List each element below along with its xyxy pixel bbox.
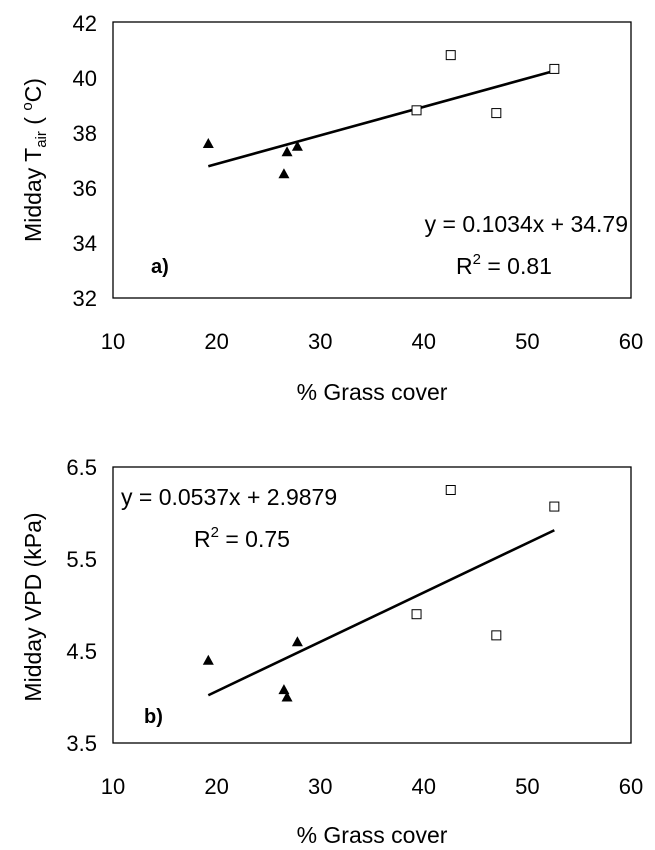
y-axis-title-a: Midday Tair ( oC) — [19, 78, 50, 242]
triangle-marker — [278, 168, 290, 179]
trend-line-b — [207, 529, 555, 697]
x-tick-label: 50 — [515, 329, 539, 354]
y-tick-label: 3.5 — [66, 731, 97, 756]
y-tick-label: 32 — [73, 286, 97, 311]
trend-equation-a: y = 0.1034x + 34.79 — [425, 211, 628, 237]
y-tick-label: 40 — [73, 66, 97, 91]
panel-a: 32 34 36 38 40 42 10 20 30 40 50 60 % Gr… — [19, 11, 643, 405]
plot-frame-b — [112, 466, 632, 744]
y-tick-label: 36 — [73, 176, 97, 201]
y-tick-labels-a: 32 34 36 38 40 42 — [73, 11, 97, 311]
triangle-marker — [291, 140, 303, 151]
panel-b: 3.5 4.5 5.5 6.5 10 20 30 40 50 60 % Gras… — [20, 455, 643, 848]
x-tick-labels-a: 10 20 30 40 50 60 — [101, 329, 643, 354]
y-tick-label: 6.5 — [66, 455, 97, 480]
x-tick-label: 60 — [619, 774, 643, 799]
triangle-marker — [281, 146, 293, 157]
square-marker — [445, 485, 456, 495]
y-tick-label: 4.5 — [66, 639, 97, 664]
r-squared-a: R2 = 0.81 — [456, 251, 552, 279]
x-tick-labels-b: 10 20 30 40 50 60 — [101, 774, 643, 799]
square-marker — [445, 50, 456, 61]
x-tick-label: 50 — [515, 774, 539, 799]
panel-label-a: a) — [151, 256, 169, 278]
data-marks-b — [202, 485, 560, 702]
x-tick-label: 40 — [412, 774, 436, 799]
data-marks-a — [202, 50, 560, 179]
r-squared-b: R2 = 0.75 — [194, 524, 290, 552]
square-marker — [549, 501, 560, 512]
x-axis-title-b: % Grass cover — [297, 822, 448, 848]
x-tick-label: 60 — [619, 329, 643, 354]
plot-frame-a — [112, 21, 632, 299]
x-tick-label: 40 — [412, 329, 436, 354]
triangle-marker — [202, 654, 214, 665]
y-tick-label: 42 — [73, 11, 97, 36]
trend-line-a — [207, 69, 555, 168]
x-axis-title-a: % Grass cover — [297, 379, 448, 405]
y-tick-label: 5.5 — [66, 547, 97, 572]
trend-equation-b: y = 0.0537x + 2.9879 — [121, 484, 337, 510]
y-tick-label: 38 — [73, 121, 97, 146]
x-tick-label: 20 — [204, 774, 228, 799]
square-marker — [491, 108, 502, 119]
square-marker — [411, 609, 422, 620]
square-marker — [491, 630, 502, 641]
x-tick-label: 30 — [308, 329, 332, 354]
x-tick-label: 10 — [101, 329, 125, 354]
triangle-marker — [291, 636, 303, 647]
square-marker — [549, 63, 560, 74]
square-marker — [411, 105, 422, 116]
x-tick-label: 10 — [101, 774, 125, 799]
triangle-marker — [278, 684, 290, 695]
x-tick-label: 20 — [204, 329, 228, 354]
panel-label-b: b) — [144, 706, 163, 728]
y-axis-title-b: Midday VPD (kPa) — [20, 512, 46, 701]
y-tick-label: 34 — [73, 231, 97, 256]
triangle-marker — [281, 691, 293, 702]
y-tick-labels-b: 3.5 4.5 5.5 6.5 — [66, 455, 97, 756]
triangle-marker — [202, 137, 214, 148]
x-tick-label: 30 — [308, 774, 332, 799]
